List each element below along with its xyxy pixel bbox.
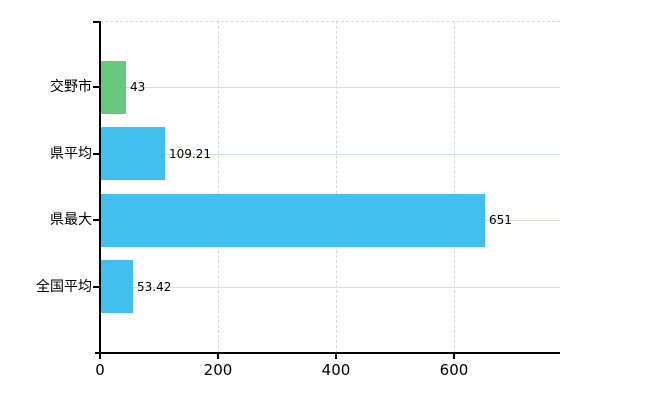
- h-gridline: [101, 154, 560, 155]
- bar-value-label: 53.42: [137, 280, 172, 294]
- category-label: 県平均: [50, 146, 92, 162]
- v-gridline: [336, 21, 337, 353]
- y-tick-mark: [93, 153, 100, 155]
- bar-value-label: 109.21: [169, 147, 211, 161]
- x-tick-label: 400: [321, 361, 351, 379]
- x-tick-mark: [453, 353, 455, 359]
- bar-value-label: 43: [130, 80, 146, 94]
- category-label: 交野市: [50, 79, 92, 95]
- x-tick-label: 0: [95, 361, 105, 379]
- y-tick-mark: [93, 219, 100, 221]
- bar: [101, 61, 126, 114]
- x-tick-mark: [335, 353, 337, 359]
- h-gridline: [101, 87, 560, 88]
- bar: [101, 127, 165, 180]
- y-tick-mark: [93, 286, 100, 288]
- bar: [101, 260, 133, 313]
- category-label: 全国平均: [36, 279, 92, 295]
- category-label: 県最大: [50, 212, 92, 228]
- plot-top-border: [100, 21, 560, 22]
- y-axis-cap-tick: [93, 21, 100, 23]
- y-axis-line: [99, 21, 101, 353]
- y-tick-mark: [93, 86, 100, 88]
- x-tick-label: 600: [439, 361, 469, 379]
- x-tick-mark: [217, 353, 219, 359]
- h-gridline: [101, 287, 560, 288]
- v-gridline: [218, 21, 219, 353]
- x-tick-mark: [99, 353, 101, 359]
- x-tick-label: 200: [203, 361, 233, 379]
- bar: [101, 194, 485, 247]
- x-axis-line: [95, 352, 560, 354]
- v-gridline: [454, 21, 455, 353]
- bar-value-label: 651: [489, 213, 512, 227]
